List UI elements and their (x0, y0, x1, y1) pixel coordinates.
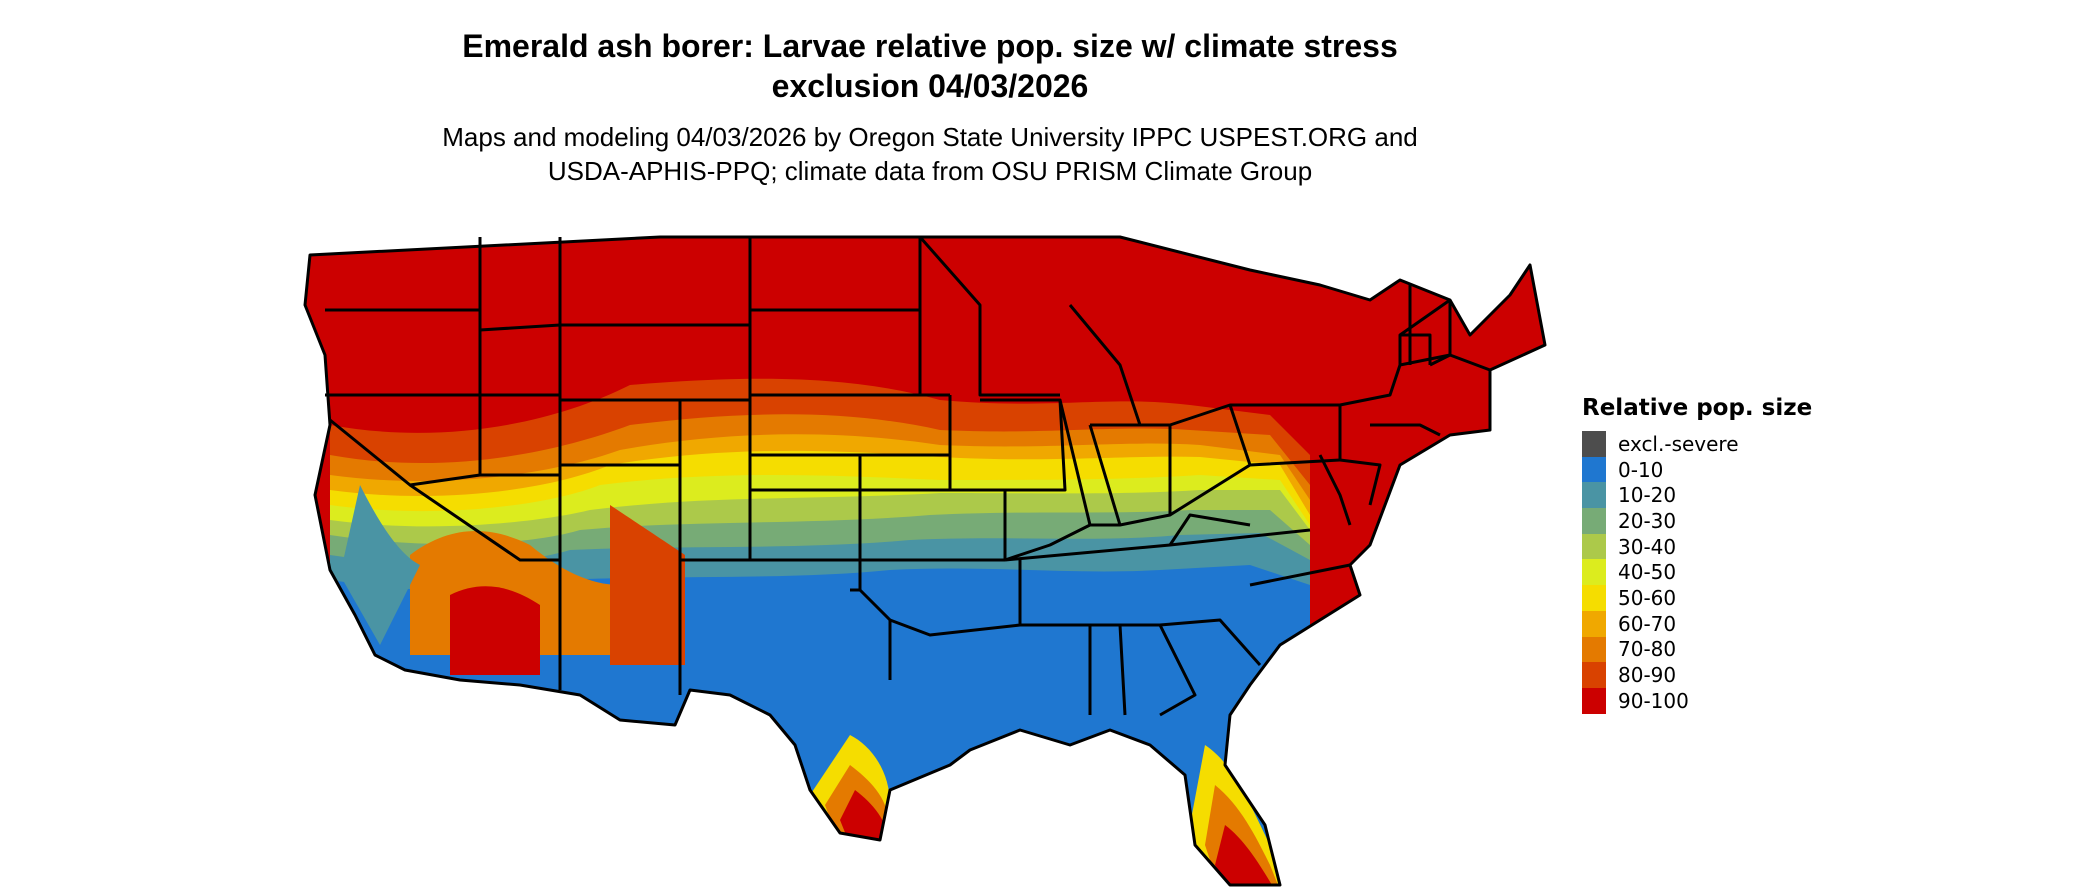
map-subtitle: Maps and modeling 04/03/2026 by Oregon S… (340, 120, 1520, 188)
legend-label: excl.-severe (1618, 431, 1739, 456)
legend-swatch (1582, 585, 1606, 611)
legend-item: 80-90 (1582, 662, 1812, 688)
legend-item: 0-10 (1582, 456, 1812, 483)
legend-swatch (1582, 636, 1606, 663)
legend-swatch (1582, 662, 1606, 688)
map-title-line-2: exclusion 04/03/2026 (771, 68, 1089, 104)
legend-label: 10-20 (1618, 483, 1677, 508)
legend-swatch (1582, 559, 1606, 586)
legend-item: 60-70 (1582, 610, 1812, 637)
legend-label: 50-60 (1618, 585, 1677, 610)
legend-swatch (1582, 687, 1606, 714)
legend-label: 0-10 (1618, 457, 1664, 482)
legend-label: 40-50 (1618, 560, 1677, 585)
legend-item: excl.-severe (1582, 431, 1812, 457)
legend-item: 50-60 (1582, 585, 1812, 611)
legend-swatch (1582, 482, 1606, 509)
map-subtitle-line-2: USDA-APHIS-PPQ; climate data from OSU PR… (547, 156, 1313, 186)
map-subtitle-line-1: Maps and modeling 04/03/2026 by Oregon S… (442, 122, 1418, 152)
state-borders (303, 235, 1547, 887)
legend-label: 70-80 (1618, 637, 1677, 662)
legend-swatch (1582, 610, 1606, 637)
legend-swatch (1582, 533, 1606, 560)
us-map (303, 235, 1547, 887)
map-title-line-1: Emerald ash borer: Larvae relative pop. … (462, 28, 1398, 64)
map-title: Emerald ash borer: Larvae relative pop. … (340, 26, 1520, 106)
legend-swatch (1582, 456, 1606, 483)
legend-item: 10-20 (1582, 482, 1812, 509)
legend-item: 20-30 (1582, 508, 1812, 534)
legend-swatch (1582, 431, 1606, 457)
legend-label: 20-30 (1618, 508, 1677, 533)
legend-item: 70-80 (1582, 636, 1812, 663)
legend-swatch (1582, 508, 1606, 534)
legend-label: 30-40 (1618, 534, 1677, 559)
legend-item: 90-100 (1582, 687, 1812, 714)
legend-label: 90-100 (1618, 688, 1689, 713)
legend-item: 40-50 (1582, 559, 1812, 586)
legend-item: 30-40 (1582, 533, 1812, 560)
legend-title: Relative pop. size (1582, 395, 1813, 421)
map-legend: Relative pop. size excl.-severe 0-10 10-20… (1582, 395, 1812, 714)
legend-items: excl.-severe 0-10 10-20 20-30 30-40 40-50 50-6… (1582, 431, 1812, 714)
legend-label: 80-90 (1618, 663, 1677, 688)
legend-label: 60-70 (1618, 611, 1677, 636)
